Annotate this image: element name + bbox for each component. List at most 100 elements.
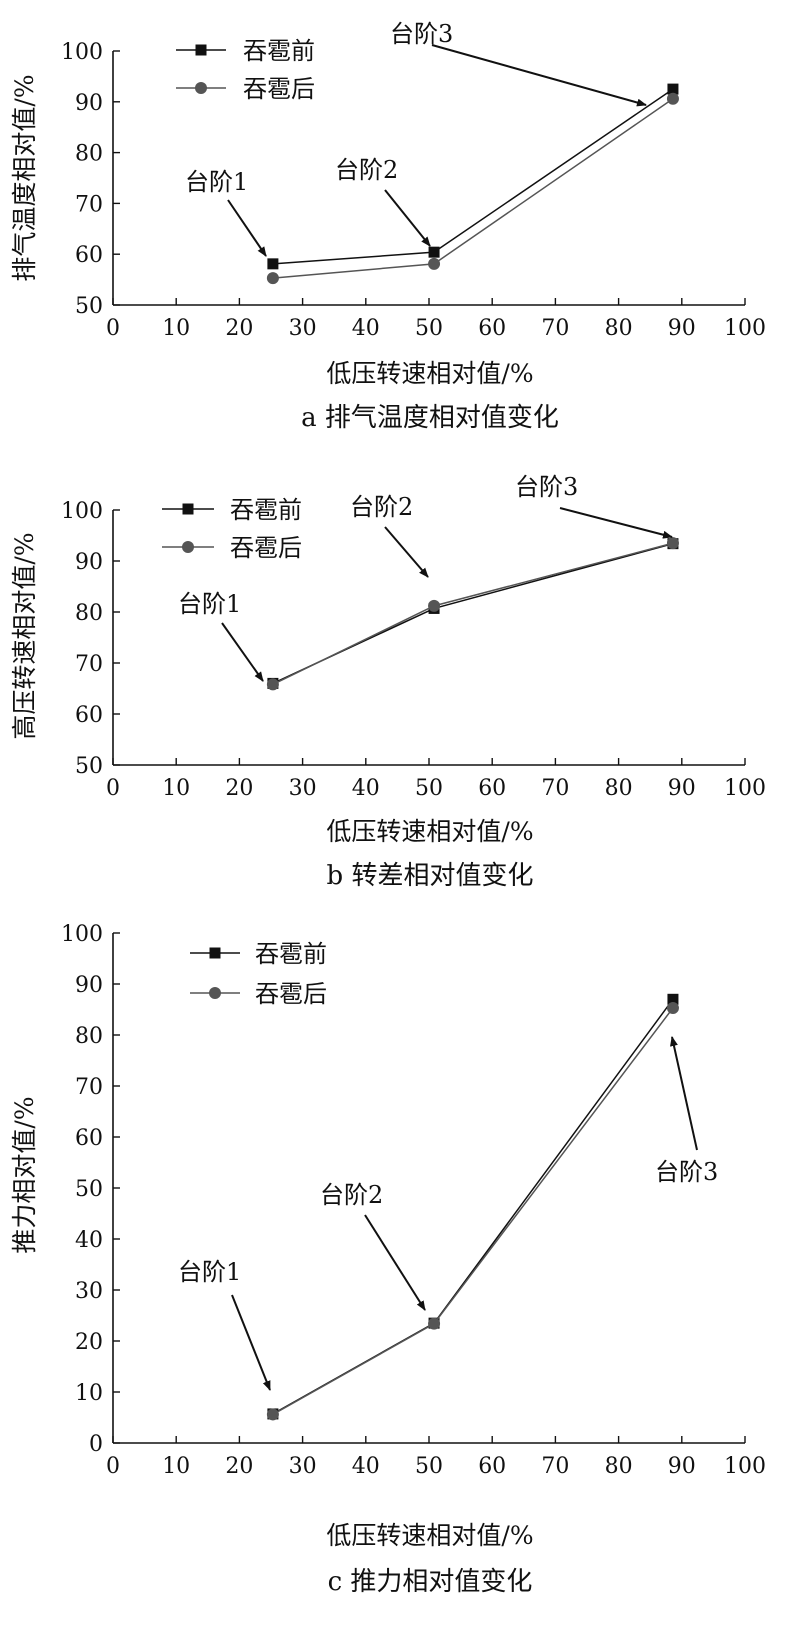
y-tick-label-c: 90	[75, 973, 103, 998]
x-tick-label-b: 30	[289, 776, 317, 801]
x-tick-label-a: 100	[724, 316, 766, 341]
annotation-step2-c: 台阶2	[320, 1181, 383, 1209]
x-tick-label-c: 100	[724, 1454, 766, 1479]
y-tick-label-a: 80	[75, 142, 103, 167]
x-tick-label-c: 70	[541, 1454, 569, 1479]
x-tick-label-b: 70	[541, 776, 569, 801]
annotation-arrow-step2-c	[364, 1214, 426, 1311]
series-line-before-b	[272, 542, 674, 685]
plot-area-c: 0 10 20 30 40 50 60 70 80 90 100 0 10 20 30 40 50 60 70 80 9…	[61, 922, 766, 1479]
data-point-before-a	[667, 83, 679, 95]
x-tick-label-a: 50	[415, 316, 443, 341]
annotation-step3-c: 台阶3	[655, 1158, 718, 1186]
x-axis-label-a: 低压转速相对值/%	[326, 359, 533, 388]
x-tick-label-a: 10	[162, 316, 190, 341]
annotation-step2-b: 台阶2	[350, 493, 413, 521]
annotation-arrow-step3-b	[559, 507, 673, 539]
y-axis-label-c: 推力相对值/%	[10, 1096, 39, 1253]
y-tick-label-a: 90	[75, 91, 103, 116]
y-tick-label-c: 70	[75, 1075, 103, 1100]
series-line-after-b	[272, 542, 674, 686]
x-tick-label-a: 40	[352, 316, 380, 341]
annotation-arrow-step3-a	[431, 44, 647, 107]
x-tick-label-b: 10	[162, 776, 190, 801]
data-point-before-c	[667, 993, 679, 1005]
x-tick-label-b: 50	[415, 776, 443, 801]
y-tick-label-a: 70	[75, 192, 103, 217]
legend-label-before-a: 吞雹前	[243, 37, 315, 65]
annotation-step2-a: 台阶2	[335, 156, 398, 184]
x-axis-label-c: 低压转速相对值/%	[326, 1521, 533, 1550]
y-tick-label-a: 50	[75, 294, 103, 319]
legend-marker-after-b	[182, 541, 194, 553]
y-tick-label-c: 10	[75, 1381, 103, 1406]
annotation-arrow-step2-b	[384, 526, 429, 578]
x-tick-label-a: 30	[289, 316, 317, 341]
x-tick-label-a: 90	[668, 316, 696, 341]
y-tick-label-c: 40	[75, 1228, 103, 1253]
y-tick-label-b: 90	[75, 550, 103, 575]
y-tick-label-c: 30	[75, 1279, 103, 1304]
data-point-after-a	[428, 257, 441, 270]
data-point-after-a	[666, 92, 679, 105]
x-tick-label-b: 20	[225, 776, 253, 801]
annotation-step3-a: 台阶3	[390, 20, 453, 48]
legend-marker-before-a	[195, 44, 207, 56]
series-line-after-c	[272, 1007, 674, 1416]
annotation-arrow-step1-b	[221, 622, 264, 682]
legend-marker-before-b	[182, 503, 194, 515]
y-tick-label-c: 20	[75, 1330, 103, 1355]
x-tick-label-a: 60	[478, 316, 506, 341]
x-tick-label-b: 90	[668, 776, 696, 801]
caption-b: b 转差相对值变化	[327, 861, 534, 891]
annotation-arrow-step2-a	[384, 189, 431, 247]
x-tick-label-c: 10	[162, 1454, 190, 1479]
y-tick-label-c: 80	[75, 1024, 103, 1049]
y-tick-label-b: 80	[75, 601, 103, 626]
annotation-step1-a: 台阶1	[185, 168, 248, 196]
panel-a: 0 10 20 30 40 50 60 70 80 90 100 50 60 70 80 90 100 低压转速…	[10, 20, 766, 433]
legend-label-after-a: 吞雹后	[243, 75, 315, 103]
y-axis-label-b: 高压转速相对值/%	[10, 532, 39, 739]
data-point-before-a	[267, 258, 279, 270]
annotation-step1-b: 台阶1	[178, 590, 241, 618]
y-tick-label-c: 100	[61, 922, 103, 947]
caption-a: a 排气温度相对值变化	[301, 403, 559, 433]
data-point-before-a	[428, 246, 440, 258]
legend-label-before-b: 吞雹前	[230, 496, 302, 524]
y-tick-label-a: 60	[75, 243, 103, 268]
y-tick-label-c: 0	[89, 1432, 103, 1457]
plot-area-b: 0 10 20 30 40 50 60 70 80 90 100 50 60 70 80 90 100	[61, 499, 766, 801]
y-tick-label-b: 100	[61, 499, 103, 524]
y-tick-label-c: 60	[75, 1126, 103, 1151]
data-point-after-b	[666, 537, 679, 550]
x-tick-label-a: 80	[605, 316, 633, 341]
x-axis-label-b: 低压转速相对值/%	[326, 817, 533, 846]
x-tick-label-c: 30	[289, 1454, 317, 1479]
caption-c: c 推力相对值变化	[328, 1567, 533, 1597]
x-tick-label-a: 70	[541, 316, 569, 341]
data-point-after-b	[428, 599, 441, 612]
x-tick-label-b: 0	[106, 776, 120, 801]
y-tick-label-a: 100	[61, 40, 103, 65]
y-tick-label-b: 60	[75, 703, 103, 728]
x-tick-label-a: 20	[225, 316, 253, 341]
plot-area-a: 0 10 20 30 40 50 60 70 80 90 100 50 60 70 80 90 100	[61, 40, 766, 341]
y-tick-label-b: 70	[75, 652, 103, 677]
x-tick-label-b: 100	[724, 776, 766, 801]
x-tick-label-c: 50	[415, 1454, 443, 1479]
data-point-after-c	[428, 1317, 441, 1330]
x-tick-label-c: 80	[605, 1454, 633, 1479]
legend-label-after-c: 吞雹后	[255, 980, 327, 1008]
x-tick-label-c: 60	[478, 1454, 506, 1479]
x-tick-label-c: 0	[106, 1454, 120, 1479]
legend-label-after-b: 吞雹后	[230, 534, 302, 562]
data-point-after-a	[266, 272, 279, 285]
x-tick-label-c: 90	[668, 1454, 696, 1479]
panel-c: 0 10 20 30 40 50 60 70 80 90 100 0 10 20 30 40 50 60 70 80 9…	[10, 922, 766, 1597]
y-axis-label-a: 排气温度相对值/%	[10, 74, 39, 281]
x-tick-label-b: 60	[478, 776, 506, 801]
x-tick-label-b: 40	[352, 776, 380, 801]
y-tick-label-b: 50	[75, 754, 103, 779]
